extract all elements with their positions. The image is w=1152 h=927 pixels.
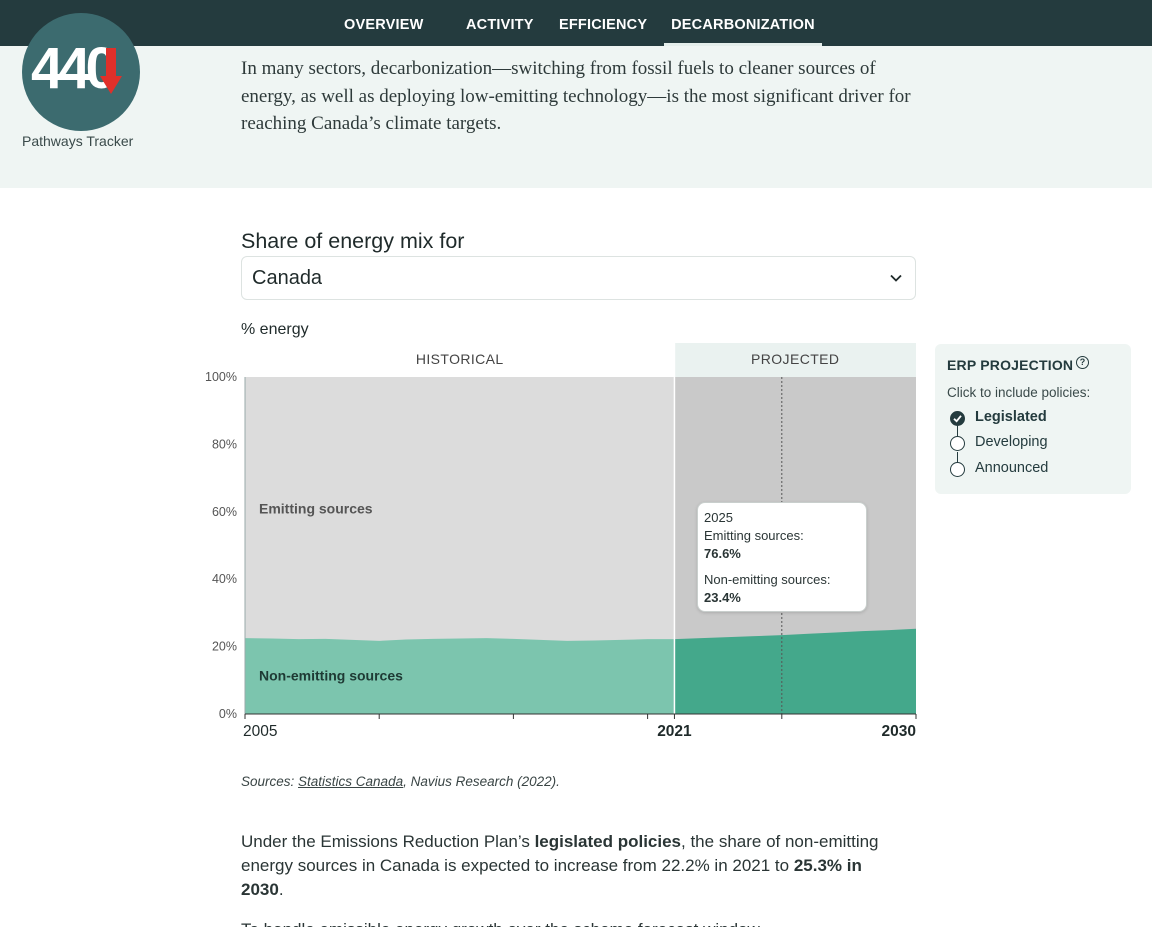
logo-caption: Pathways Tracker <box>22 133 134 149</box>
sources-rest: , Navius Research (2022). <box>403 774 560 789</box>
x-axis: 2005 2021 2030 <box>243 713 917 740</box>
chart-heading: Share of energy mix for <box>241 229 465 253</box>
erp-projection-panel: ERP PROJECTION ? Click to include polici… <box>935 344 1131 494</box>
chevron-down-icon <box>890 274 902 282</box>
x-tick-label: 2021 <box>657 723 692 740</box>
nav-overview[interactable]: OVERVIEW <box>344 17 424 33</box>
y-tick-label: 40% <box>212 572 237 586</box>
nav-efficiency[interactable]: EFFICIENCY <box>559 17 648 33</box>
projected-label: PROJECTED <box>751 351 839 367</box>
body-paragraph: Under the Emissions Reduction Plan’s leg… <box>241 830 901 902</box>
radio-empty-icon <box>950 462 965 477</box>
sources-prefix: Sources: <box>241 774 299 789</box>
non-emitting-series-label: Non-emitting sources <box>259 667 403 683</box>
policy-option-label: Developing <box>975 434 1048 450</box>
historical-label: HISTORICAL <box>416 351 504 367</box>
y-tick-label: 60% <box>212 505 237 519</box>
projected-header-band <box>674 343 916 377</box>
tooltip-emitting-label: Emitting sources: <box>704 528 804 543</box>
body-text: . <box>278 880 284 899</box>
body-bold-legislated: legislated policies <box>534 832 682 851</box>
body-text: Under the Emissions Reduction Plan’s <box>241 832 535 851</box>
check-circle-icon <box>950 411 965 426</box>
y-tick-label: 20% <box>212 640 237 654</box>
energy-mix-chart: HISTORICAL PROJECTED 0%20%40%60%80%100% … <box>205 343 917 740</box>
region-select-value: Canada <box>252 267 323 289</box>
erp-projection-title: ERP PROJECTION <box>947 357 1074 373</box>
policy-hint: Click to include policies: <box>947 385 1091 400</box>
body-paragraph-2: To handle emissible energy growth over t… <box>241 918 901 927</box>
down-arrow-icon <box>100 48 122 94</box>
logo-circle <box>22 13 140 131</box>
chart-tooltip: 2025 Emitting sources: 76.6% Non-emittin… <box>697 502 867 612</box>
tooltip-nonemitting-label: Non-emitting sources: <box>704 572 831 587</box>
x-tick-label: 2030 <box>882 723 916 740</box>
body-text: , the share of non-emitting energy sourc… <box>241 832 879 875</box>
intro-text: In many sectors, decarbonization—switchi… <box>241 58 911 134</box>
y-axis-unit: % energy <box>241 321 309 338</box>
policy-option-label: Legislated <box>975 409 1047 425</box>
y-tick-label: 100% <box>205 370 237 384</box>
help-circle-icon[interactable]: ? <box>1076 356 1089 369</box>
sources-note: Sources: Statistics Canada, Navius Resea… <box>241 774 560 789</box>
tooltip-nonemitting-value: 23.4% <box>704 590 741 605</box>
x-tick-label: 2005 <box>243 723 277 740</box>
tooltip-emitting-value: 76.6% <box>704 546 741 561</box>
body-bold-value: 25.3% in 2030 <box>241 856 862 899</box>
intro-band: In many sectors, decarbonization—switchi… <box>0 46 1152 188</box>
non-emitting-area-historical <box>245 638 675 714</box>
non-emitting-area-projected <box>674 628 916 714</box>
radio-empty-icon <box>950 436 965 451</box>
emitting-series-label: Emitting sources <box>259 500 373 516</box>
statistics-canada-link[interactable]: Statistics Canada <box>298 774 404 789</box>
nav-activity[interactable]: ACTIVITY <box>466 17 534 33</box>
logo-number: 440 <box>31 36 118 101</box>
tooltip-year: 2025 <box>704 510 733 525</box>
top-navigation: OVERVIEW ACTIVITY EFFICIENCY DECARBONIZA… <box>0 0 1152 46</box>
region-select[interactable]: Canada <box>241 256 916 300</box>
y-tick-label: 80% <box>212 437 237 451</box>
nav-decarbonization[interactable]: DECARBONIZATION <box>664 0 822 46</box>
y-tick-label: 0% <box>219 707 237 721</box>
policy-option-label: Announced <box>975 460 1049 476</box>
y-axis: 0% 20% 40% 60% 80% 100% <box>205 370 246 721</box>
